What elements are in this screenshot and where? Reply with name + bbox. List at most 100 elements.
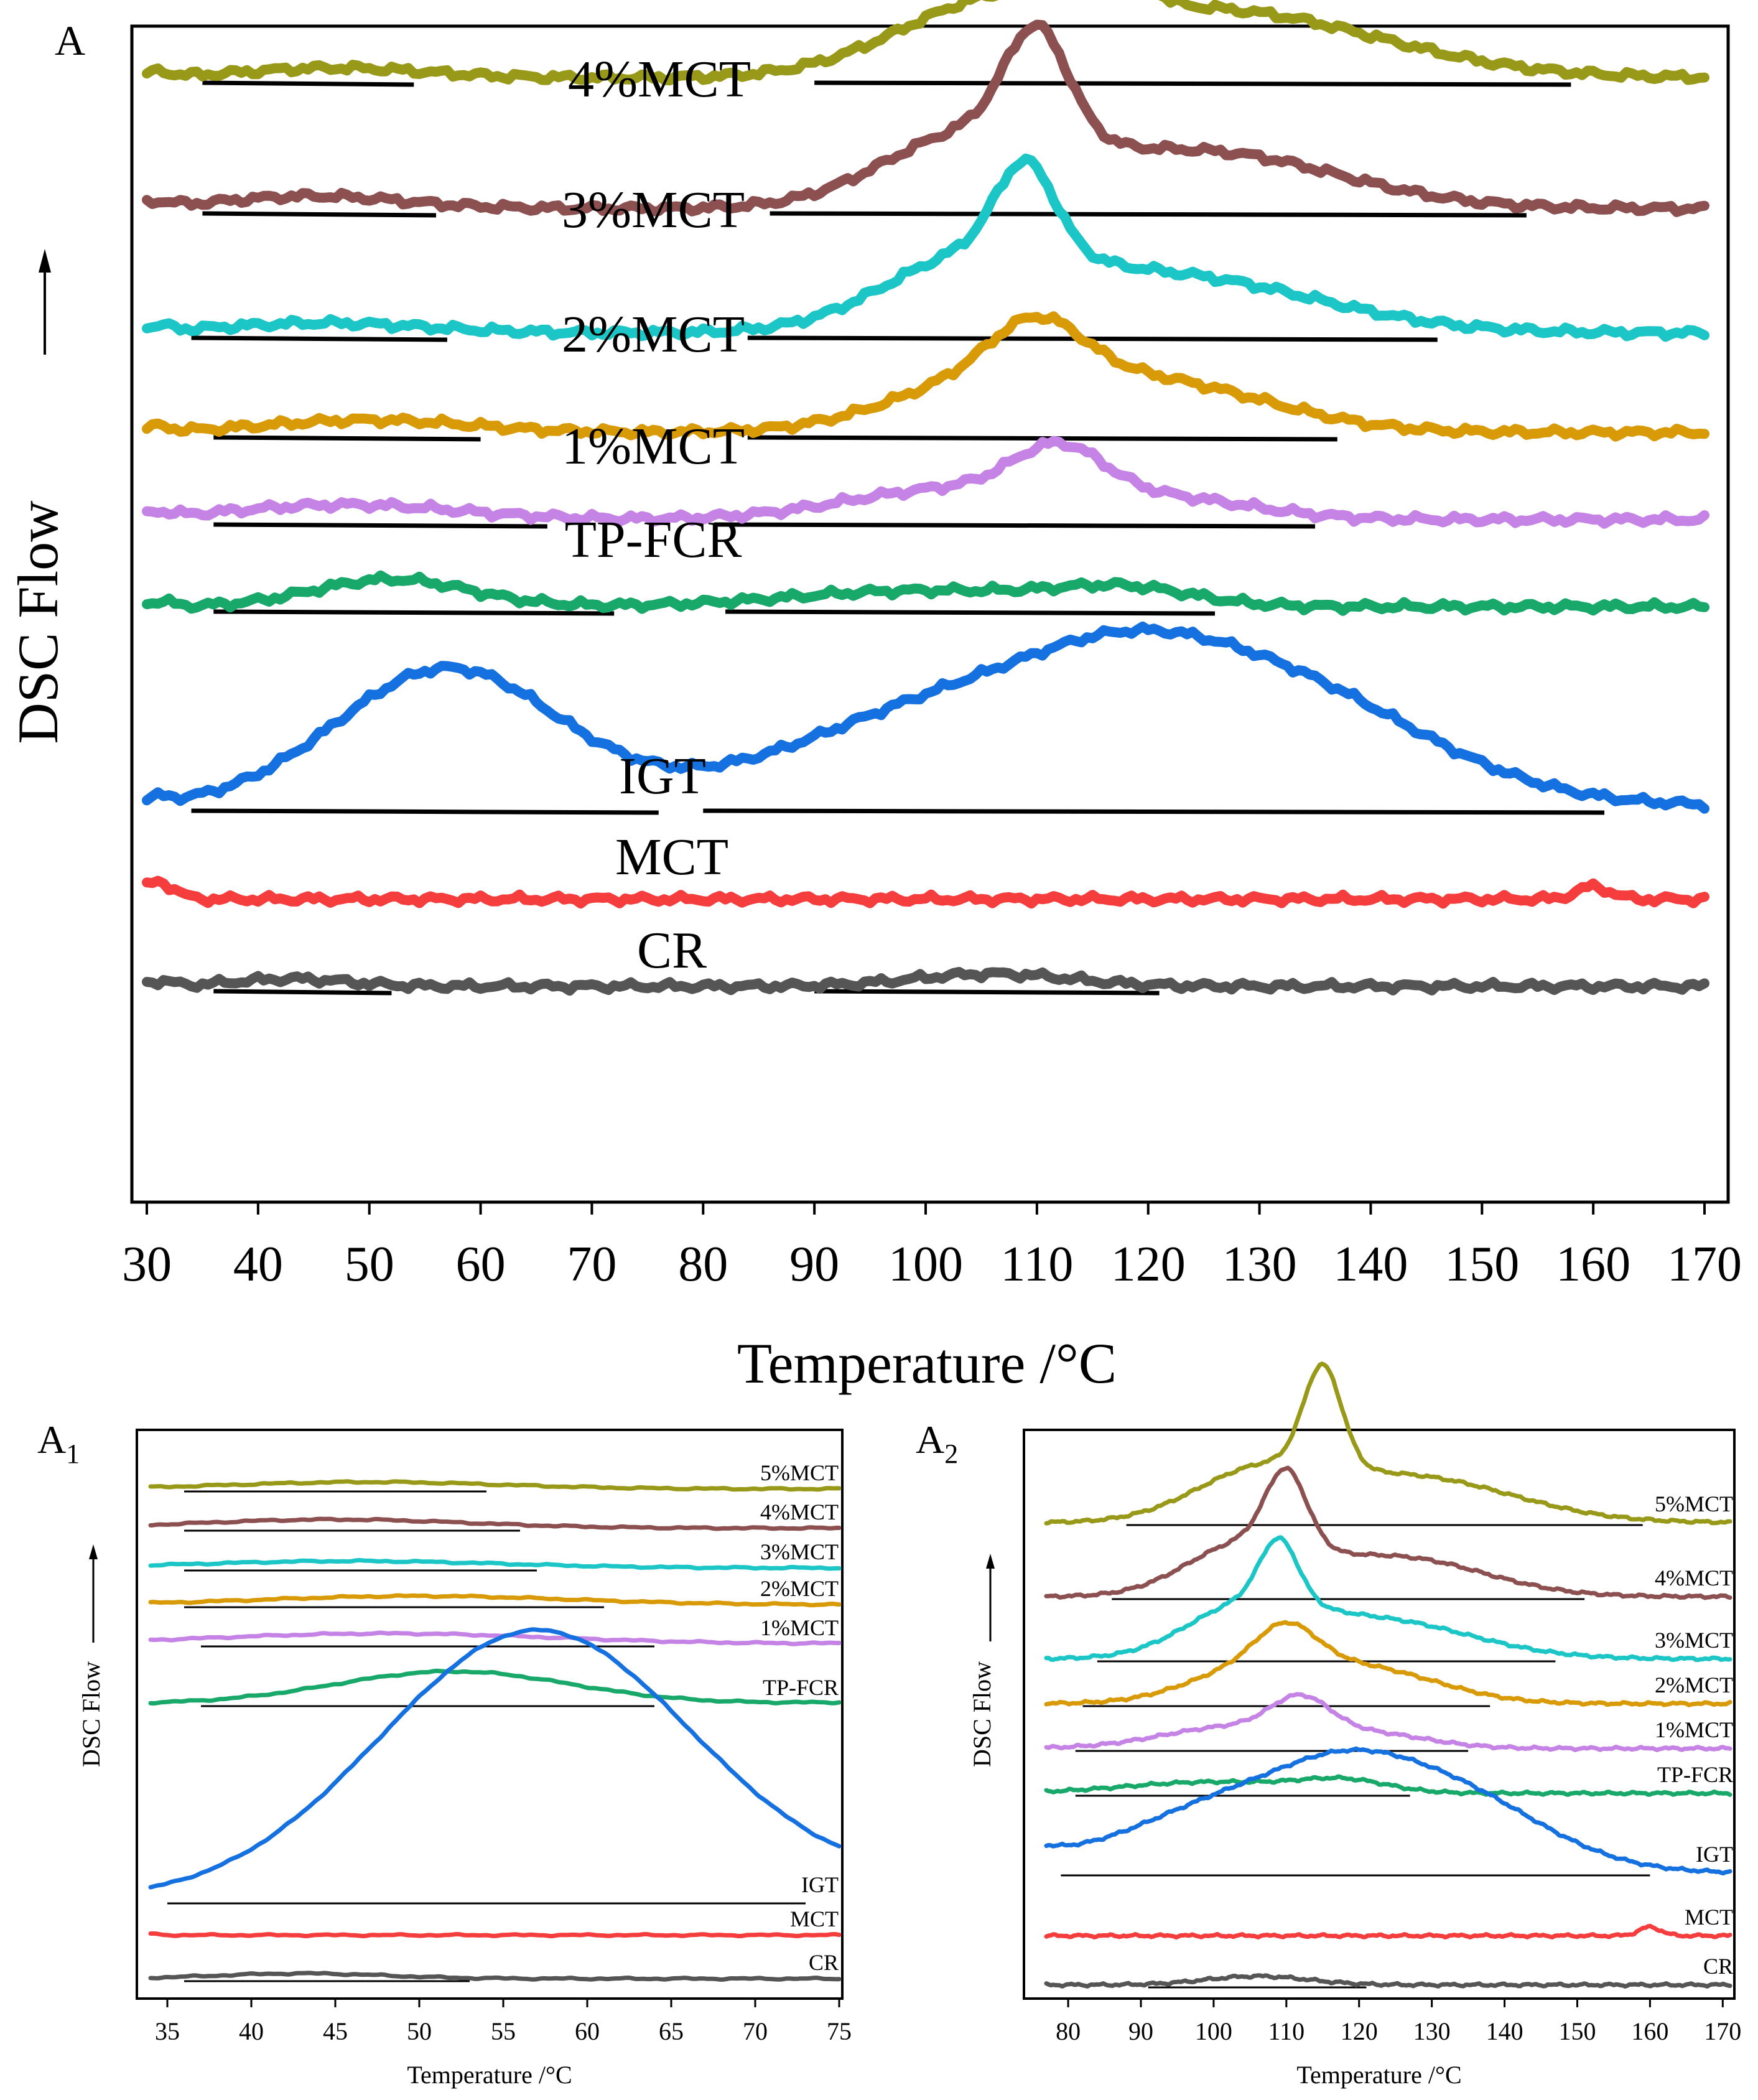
panel-a1-trace-5pct-mct [148, 1479, 842, 1492]
panel-a1-series-label-igt: IGT [801, 1872, 839, 1897]
panel-a2-x-tick-label-160: 160 [1631, 2017, 1668, 2045]
panel-a-baseline-cr-1 [213, 989, 392, 996]
panel-a-y-axis-title: DSC Flow [6, 500, 70, 744]
panel-a1-x-tick-label-55: 55 [491, 2017, 516, 2045]
panel-a2-x-tick-label-120: 120 [1341, 2017, 1378, 2045]
panel-a-baselines [191, 80, 1605, 996]
panel-a-baseline-3pct-mct-1 [191, 335, 447, 342]
panel-a1-trace-mct [148, 1931, 842, 1938]
panel-a-trace-5pct-mct [142, 0, 1709, 86]
panel-a1-series-label-2pct-mct: 2%MCT [760, 1576, 839, 1601]
panel-a-baseline-5pct-mct-1 [202, 80, 414, 87]
panel-a1-x-tick-label-65: 65 [659, 2017, 684, 2045]
panel-a2-series-label-cr: CR [1703, 1954, 1733, 1979]
panel-a-baseline-cr-2 [814, 989, 1160, 996]
panel-a2-baselines [1061, 1524, 1650, 1989]
panel-a2-series-label-igt: IGT [1696, 1842, 1733, 1867]
panel-a2-x-tick-label-140: 140 [1486, 2017, 1523, 2045]
panel-a-trace-2pct-mct [142, 311, 1709, 442]
panel-a1-x-tick-label-75: 75 [827, 2017, 852, 2045]
panel-a-baseline-tp-fcr-2 [725, 609, 1216, 616]
panel-a1-trace-cr [148, 1971, 842, 1982]
panel-a1-series-label-mct: MCT [790, 1906, 839, 1931]
panel-a1-x-ticks: 35 40 45 50 55 60 65 70 75 [155, 1999, 852, 2045]
panel-a1-x-tick-label-70: 70 [743, 2017, 768, 2045]
panel-a-x-axis-title: Temperature /°C [737, 1332, 1117, 1395]
panel-a2-trace-mct [1044, 1923, 1732, 1940]
panel-a-series-label-2pct-mct: 2%MCT [562, 306, 745, 363]
panel-a-trace-igt [142, 621, 1709, 814]
panel-a1-y-axis-title: DSC Flow [77, 1661, 105, 1767]
panel-a2-x-tick-label-90: 90 [1128, 2017, 1153, 2045]
panel-a-baseline-1pct-mct-1 [213, 522, 547, 529]
panel-a2-trace-2pct-mct [1044, 1620, 1732, 1707]
panel-a-baseline-igt-2 [703, 808, 1605, 815]
panel-a1-series-label-4pct-mct: 4%MCT [760, 1500, 839, 1524]
panel-a1-trace-2pct-mct [148, 1593, 842, 1608]
panel-a2-trace-tp-fcr [1044, 1774, 1732, 1797]
panel-a2-series-label-2pct-mct: 2%MCT [1655, 1673, 1733, 1697]
panel-a1-x-tick-label-35: 35 [155, 2017, 180, 2045]
panel-a2-traces [1044, 1361, 1732, 1989]
panel-a-baseline-1pct-mct-2 [714, 522, 1316, 529]
panel-a2-series-label-1pct-mct: 1%MCT [1655, 1717, 1733, 1742]
panel-a-baseline-igt-1 [191, 808, 659, 815]
panel-a2-trace-1pct-mct [1044, 1692, 1732, 1752]
panel-a2-y-arrow [986, 1554, 995, 1641]
panel-a1-series-labels: 5%MCT 4%MCT 3%MCT 2%MCT 1%MCT TP-FCR IGT MCT CR [760, 1460, 839, 1975]
panel-a2-x-tick-label-130: 130 [1413, 2017, 1451, 2045]
panel-a2: A2 80 90 100 110 120 130 140 150 160 170 5%MCT 4%M… [916, 1361, 1741, 2089]
panel-a1-x-tick-label-60: 60 [575, 2017, 600, 2045]
panel-a2-series-label-tp-fcr: TP-FCR [1657, 1762, 1733, 1787]
panel-a2-label: A2 [916, 1417, 958, 1469]
panel-a-x-ticks: 30 40 50 60 70 80 90 100 110 120 130 140 150 160 170 [122, 1202, 1742, 1292]
panel-a-x-tick-label-70: 70 [567, 1237, 616, 1292]
panel-a2-x-tick-label-80: 80 [1056, 2017, 1081, 2045]
panel-a-baseline-tp-fcr-1 [213, 609, 615, 616]
panel-a1-y-arrow [89, 1544, 98, 1643]
panel-a-x-tick-label-170: 170 [1667, 1237, 1742, 1292]
panel-a-trace-3pct-mct [142, 153, 1709, 342]
panel-a-baseline-4pct-mct-1 [202, 211, 437, 218]
panel-a1-x-axis-title: Temperature /°C [407, 2061, 572, 2089]
panel-a2-series-label-5pct-mct: 5%MCT [1655, 1491, 1733, 1516]
panel-a-traces [142, 0, 1709, 996]
panel-a-series-label-1pct-mct: 1%MCT [562, 418, 745, 475]
panel-a2-x-ticks: 80 90 100 110 120 130 140 150 160 170 [1056, 1999, 1741, 2045]
panel-a1-label: A1 [37, 1417, 80, 1469]
panel-a2-x-tick-label-170: 170 [1704, 2017, 1741, 2045]
panel-a2-x-tick-label-150: 150 [1558, 2017, 1596, 2045]
panel-a1-trace-4pct-mct [148, 1516, 842, 1531]
panel-a1-series-label-3pct-mct: 3%MCT [760, 1539, 839, 1564]
panel-a-series-label-4pct-mct: 4%MCT [568, 50, 751, 108]
panel-a1-baselines [167, 1490, 806, 1982]
panel-a2-trace-3pct-mct [1044, 1535, 1732, 1663]
panel-a1-x-tick-label-45: 45 [323, 2017, 348, 2045]
panel-a-frame [130, 24, 1730, 1204]
panel-a1-trace-3pct-mct [148, 1557, 842, 1571]
panel-a-series-label-igt: IGT [619, 747, 706, 805]
panel-a2-series-label-4pct-mct: 4%MCT [1655, 1566, 1733, 1590]
panel-a2-y-axis-title: DSC Flow [968, 1661, 996, 1767]
panel-a-x-tick-label-100: 100 [888, 1237, 963, 1292]
panel-a2-trace-igt [1044, 1746, 1732, 1876]
panel-a-x-tick-label-30: 30 [122, 1237, 172, 1292]
panel-a-y-arrow [39, 249, 51, 355]
panel-a-x-tick-label-140: 140 [1333, 1237, 1408, 1292]
panel-a-trace-1pct-mct [142, 436, 1709, 529]
panel-a-series-label-tp-fcr: TP-FCR [565, 511, 742, 569]
panel-a1-series-label-tp-fcr: TP-FCR [763, 1675, 839, 1700]
panel-a-x-tick-label-60: 60 [456, 1237, 506, 1292]
panel-a2-x-tick-label-100: 100 [1195, 2017, 1232, 2045]
panel-a-trace-4pct-mct [142, 19, 1709, 217]
panel-a-trace-tp-fcr [142, 570, 1709, 616]
panel-a1-x-tick-label-40: 40 [239, 2017, 264, 2045]
panel-a-x-tick-label-160: 160 [1556, 1237, 1630, 1292]
panel-a-baseline-5pct-mct-2 [814, 80, 1571, 87]
panel-a-x-tick-label-150: 150 [1444, 1237, 1519, 1292]
panel-a-x-tick-label-120: 120 [1111, 1237, 1186, 1292]
panel-a1-trace-igt [148, 1627, 842, 1890]
panel-a1-frame [136, 1429, 844, 2000]
